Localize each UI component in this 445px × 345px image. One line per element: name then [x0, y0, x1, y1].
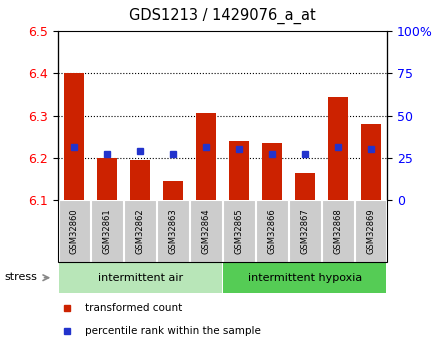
Text: GSM32861: GSM32861 [103, 208, 112, 254]
Text: GSM32863: GSM32863 [169, 208, 178, 254]
Text: stress: stress [4, 272, 37, 282]
Text: percentile rank within the sample: percentile rank within the sample [85, 326, 260, 335]
Text: transformed count: transformed count [85, 303, 182, 313]
Bar [256, 200, 288, 262]
Bar [355, 200, 387, 262]
Text: GSM32862: GSM32862 [136, 208, 145, 254]
Bar [295, 172, 315, 200]
Bar [223, 200, 255, 262]
Text: GSM32864: GSM32864 [202, 208, 210, 254]
Bar [322, 200, 354, 262]
Bar [262, 143, 282, 200]
Text: GDS1213 / 1429076_a_at: GDS1213 / 1429076_a_at [129, 8, 316, 23]
Bar [130, 160, 150, 200]
Bar [223, 262, 387, 293]
Bar [124, 200, 156, 262]
Text: GSM32865: GSM32865 [235, 208, 243, 254]
Bar [196, 114, 216, 200]
Text: intermittent hypoxia: intermittent hypoxia [248, 273, 362, 283]
Bar [229, 141, 249, 200]
Bar [163, 181, 183, 200]
Text: intermittent air: intermittent air [97, 273, 183, 283]
Bar [91, 200, 123, 262]
Text: GSM32867: GSM32867 [300, 208, 309, 254]
Text: GSM32869: GSM32869 [366, 208, 375, 254]
Bar [328, 97, 348, 200]
Bar [190, 200, 222, 262]
Text: GSM32866: GSM32866 [267, 208, 276, 254]
Bar [289, 200, 321, 262]
Bar [97, 158, 117, 200]
Text: GSM32868: GSM32868 [333, 208, 342, 254]
Bar [361, 124, 380, 200]
Bar [58, 200, 90, 262]
Bar [65, 73, 84, 200]
Text: GSM32860: GSM32860 [70, 208, 79, 254]
Bar [157, 200, 189, 262]
Bar [58, 262, 222, 293]
